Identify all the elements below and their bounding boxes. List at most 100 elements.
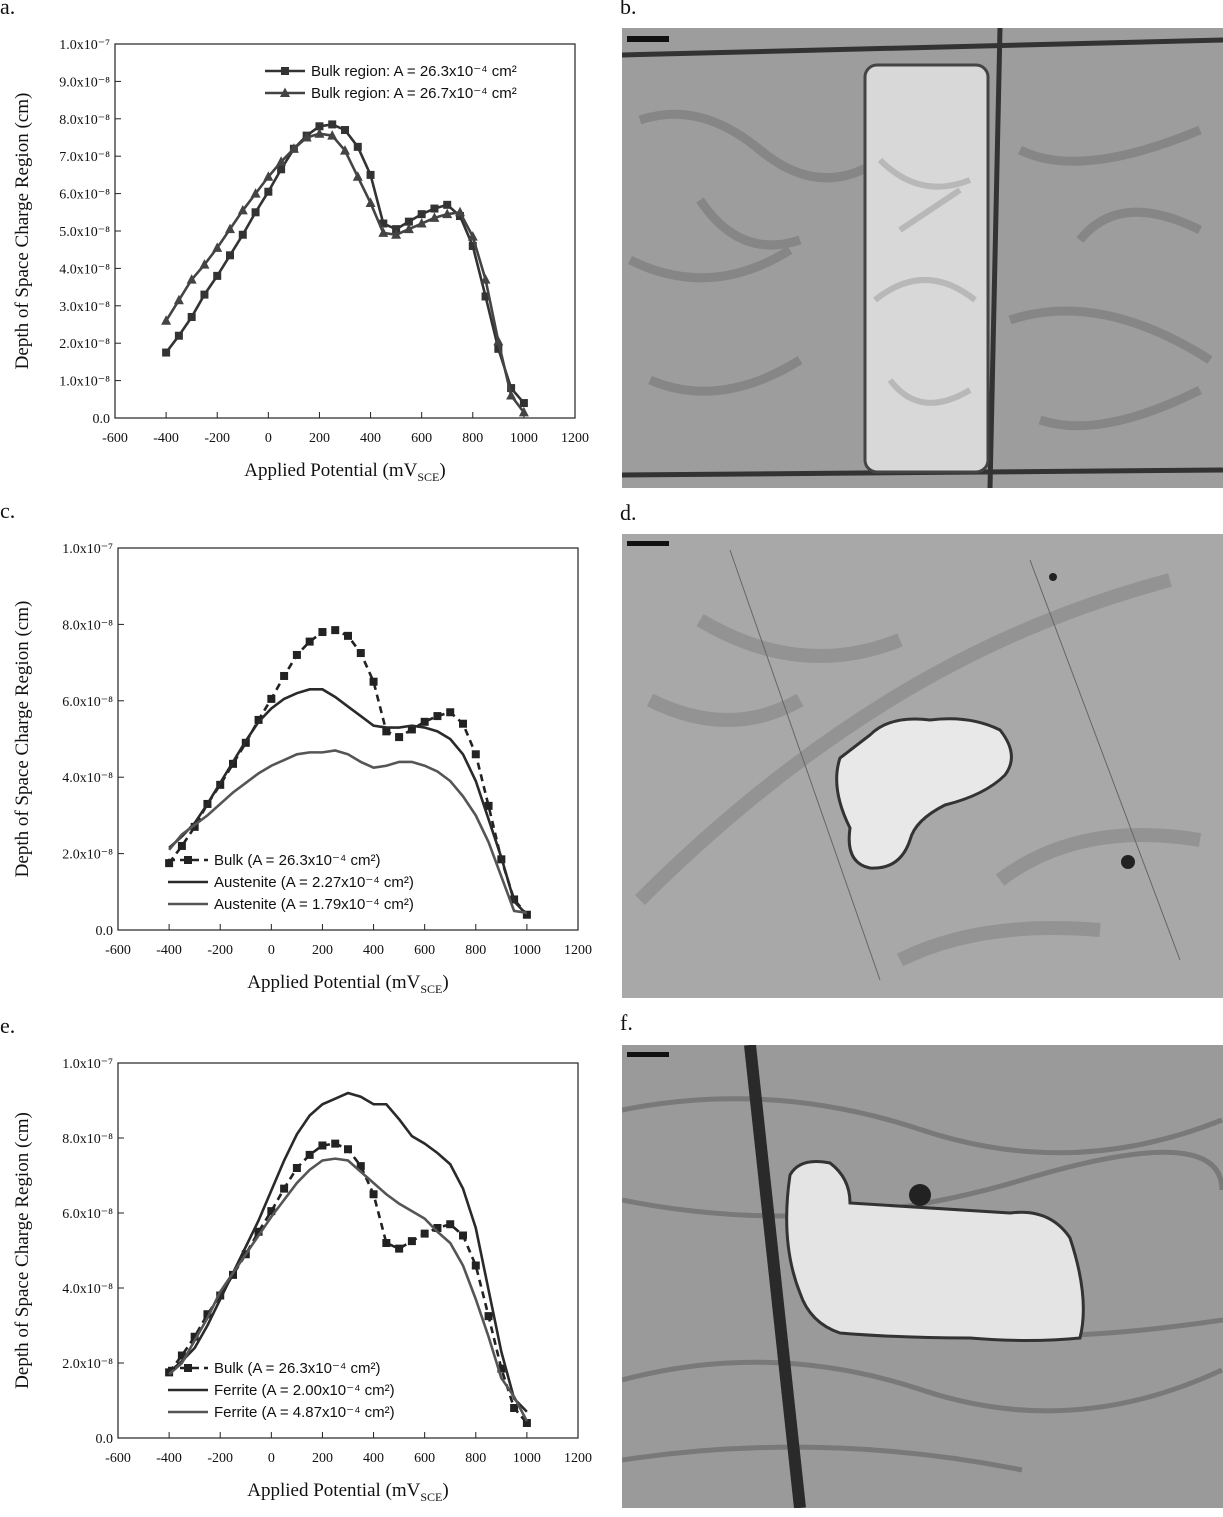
series-line	[168, 1091, 528, 1413]
data-point	[190, 822, 199, 831]
x-tick-label: 400	[363, 943, 384, 958]
x-tick-label: 600	[414, 1451, 435, 1466]
x-tick-label: 0	[268, 1451, 275, 1466]
micrograph	[622, 28, 1223, 488]
x-axis-label-part: Applied Potential (mV	[247, 972, 420, 993]
legend-label: Bulk region: A = 26.7x10⁻⁴ cm²	[311, 85, 517, 102]
data-point	[404, 217, 413, 226]
data-point	[177, 841, 186, 850]
data-point	[277, 165, 286, 174]
x-tick-label: 800	[465, 943, 486, 958]
data-point	[177, 1351, 186, 1360]
x-axis-label: Applied Potential (mVSCE)	[247, 972, 448, 996]
data-point	[378, 227, 389, 237]
data-point	[407, 1237, 416, 1246]
data-point	[433, 1224, 442, 1232]
x-axis-label-part: )	[442, 972, 448, 993]
legend-label: Ferrite (A = 2.00x10⁻⁴ cm²)	[214, 1382, 395, 1399]
series-line	[168, 1157, 529, 1422]
x-axis-label-part: )	[442, 1480, 448, 1501]
y-tick-label: 0.0	[96, 1432, 114, 1447]
data-point	[318, 1141, 327, 1150]
data-point	[493, 335, 504, 346]
x-tick-label: 600	[414, 943, 435, 958]
panel-label: c.	[0, 498, 15, 523]
data-point	[369, 1190, 378, 1199]
data-point	[518, 406, 529, 417]
data-point	[174, 331, 183, 340]
x-tick-label: -400	[156, 1451, 182, 1466]
plot-frame	[117, 1062, 579, 1439]
data-point	[203, 1310, 212, 1319]
data-point	[226, 251, 234, 260]
x-tick-label: 800	[465, 1451, 486, 1466]
y-axis-label: Depth of Space Charge Region (cm)	[12, 601, 33, 878]
x-tick-label: -400	[153, 431, 179, 446]
micrograph	[622, 1045, 1223, 1508]
y-tick-label: 1.0x10⁻⁷	[62, 1057, 113, 1072]
data-point	[328, 120, 337, 129]
data-point	[510, 1404, 519, 1412]
data-point	[305, 1150, 314, 1159]
data-point	[267, 1207, 276, 1216]
x-tick-label: 400	[360, 431, 381, 446]
data-point	[379, 219, 388, 228]
y-axis-label: Depth of Space Charge Region (cm)	[12, 93, 33, 370]
series-line	[168, 749, 528, 915]
data-point	[212, 242, 223, 252]
data-point	[331, 626, 340, 635]
legend-marker	[281, 67, 289, 75]
data-point	[433, 712, 442, 721]
data-point	[446, 708, 455, 717]
data-point	[162, 348, 171, 357]
plot-frame	[117, 547, 579, 931]
data-point	[161, 315, 172, 325]
data-point	[468, 241, 477, 250]
panel-label: f.	[620, 1010, 633, 1035]
x-tick-label: 600	[411, 431, 432, 446]
y-tick-label: 2.0x10⁻⁸	[62, 1357, 113, 1372]
data-point	[318, 628, 327, 637]
legend-marker	[280, 87, 290, 97]
legend-label: Bulk (A = 26.3x10⁻⁴ cm²)	[214, 852, 381, 869]
data-point	[173, 294, 184, 305]
legend-label: Austenite (A = 1.79x10⁻⁴ cm²)	[214, 896, 414, 913]
x-tick-label: 0	[268, 943, 275, 958]
data-point	[292, 650, 301, 659]
x-axis-label-part: SCE	[420, 1490, 442, 1504]
x-tick-label: 200	[309, 431, 330, 446]
y-tick-label: 2.0x10⁻⁸	[62, 848, 113, 863]
data-point	[471, 1261, 480, 1270]
panel-label: a.	[0, 0, 15, 19]
data-point	[443, 200, 452, 209]
data-point	[199, 259, 210, 269]
data-point	[186, 274, 197, 284]
x-tick-label: 400	[363, 1451, 384, 1466]
data-point	[254, 715, 263, 724]
data-point	[237, 204, 248, 215]
data-point	[403, 223, 414, 234]
data-point	[250, 188, 261, 198]
data-point	[352, 171, 363, 181]
data-point	[484, 1312, 493, 1321]
data-point	[276, 156, 287, 166]
y-tick-label: 2.0x10⁻⁸	[59, 337, 110, 352]
y-tick-label: 0.0	[96, 924, 114, 939]
x-tick-label: 0	[265, 431, 272, 446]
data-point	[506, 390, 517, 400]
data-point	[238, 230, 247, 239]
data-point	[366, 170, 375, 179]
data-point	[369, 677, 378, 686]
data-point	[416, 218, 427, 228]
y-tick-label: 4.0x10⁻⁸	[62, 1282, 113, 1297]
data-point	[344, 631, 352, 640]
y-tick-label: 1.0x10⁻⁷	[62, 542, 113, 557]
data-point	[165, 859, 174, 868]
panel-label: d.	[620, 500, 637, 525]
x-tick-label: 1200	[561, 431, 589, 446]
x-tick-label: -200	[207, 1451, 233, 1466]
data-point	[315, 122, 324, 131]
x-axis-label: Applied Potential (mVSCE)	[247, 1480, 448, 1504]
legend-marker	[184, 856, 192, 864]
